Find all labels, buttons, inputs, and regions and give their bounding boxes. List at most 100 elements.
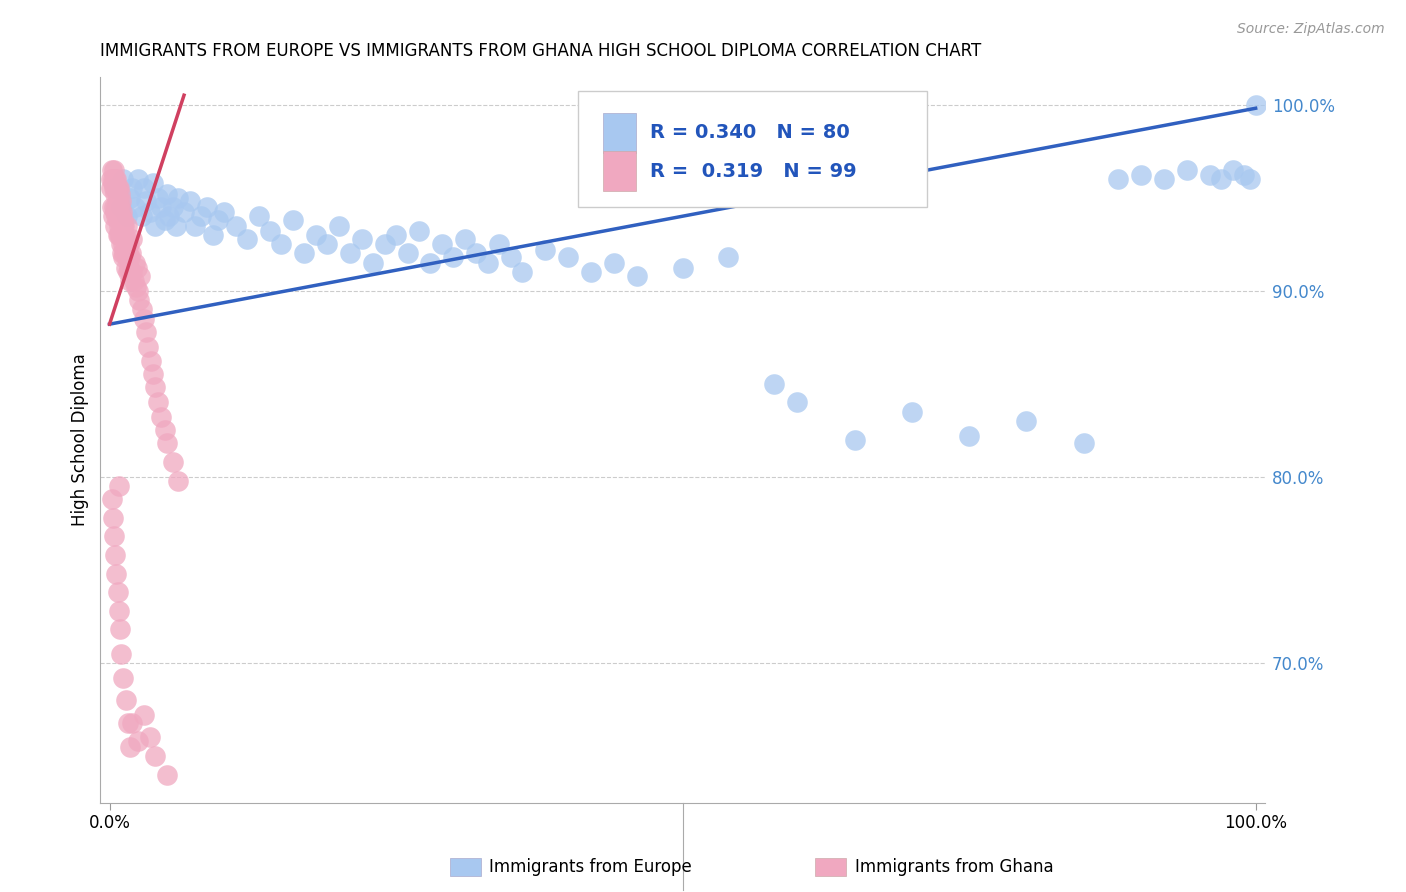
Point bbox=[190, 209, 212, 223]
Point bbox=[104, 219, 127, 233]
Point bbox=[110, 209, 132, 223]
Point bbox=[135, 325, 157, 339]
Point bbox=[112, 227, 135, 242]
Point bbox=[207, 213, 229, 227]
Point bbox=[110, 200, 132, 214]
Point bbox=[1073, 436, 1095, 450]
Point bbox=[361, 256, 384, 270]
Point bbox=[157, 209, 180, 223]
Point bbox=[957, 429, 980, 443]
Point bbox=[114, 243, 136, 257]
Point bbox=[488, 237, 510, 252]
Point bbox=[534, 243, 557, 257]
Point bbox=[115, 219, 138, 233]
Point bbox=[110, 647, 132, 661]
Point bbox=[138, 339, 160, 353]
Point bbox=[101, 492, 124, 507]
Text: Source: ZipAtlas.com: Source: ZipAtlas.com bbox=[1237, 22, 1385, 37]
Point bbox=[121, 181, 143, 195]
Point bbox=[100, 172, 122, 186]
Point bbox=[120, 250, 142, 264]
Point bbox=[201, 227, 224, 242]
Point bbox=[104, 172, 127, 186]
Point bbox=[179, 194, 201, 209]
Point bbox=[844, 433, 866, 447]
Bar bbox=[603, 113, 636, 153]
Point bbox=[111, 246, 134, 260]
Point bbox=[121, 715, 143, 730]
Point bbox=[328, 219, 350, 233]
Point bbox=[121, 231, 143, 245]
Point bbox=[1175, 162, 1198, 177]
Point bbox=[105, 209, 128, 223]
Point bbox=[118, 237, 141, 252]
Point bbox=[101, 172, 124, 186]
Point bbox=[124, 256, 146, 270]
Point bbox=[128, 293, 150, 307]
Point bbox=[671, 261, 693, 276]
Point bbox=[112, 246, 135, 260]
Point bbox=[110, 237, 132, 252]
Point bbox=[131, 209, 153, 223]
Point bbox=[165, 219, 187, 233]
Point bbox=[132, 181, 155, 195]
Point bbox=[145, 749, 167, 764]
Point bbox=[132, 708, 155, 723]
Point bbox=[107, 181, 129, 195]
Point bbox=[786, 395, 808, 409]
Point bbox=[107, 227, 129, 242]
Point bbox=[104, 181, 127, 195]
Point bbox=[717, 250, 740, 264]
Point bbox=[114, 693, 136, 707]
Point bbox=[626, 268, 648, 283]
Point bbox=[477, 256, 499, 270]
Point bbox=[132, 311, 155, 326]
Point bbox=[430, 237, 453, 252]
Point bbox=[236, 231, 259, 245]
Point bbox=[127, 172, 149, 186]
Point bbox=[1153, 172, 1175, 186]
Point bbox=[1239, 172, 1261, 186]
Point bbox=[107, 227, 129, 242]
Point bbox=[316, 237, 339, 252]
Text: Immigrants from Ghana: Immigrants from Ghana bbox=[855, 858, 1053, 876]
Point bbox=[1244, 97, 1267, 112]
Point bbox=[167, 474, 190, 488]
Point bbox=[142, 368, 165, 382]
Point bbox=[385, 227, 408, 242]
Point bbox=[138, 731, 160, 745]
Point bbox=[1222, 162, 1244, 177]
Point bbox=[138, 205, 160, 219]
Y-axis label: High School Diploma: High School Diploma bbox=[72, 353, 89, 526]
Point bbox=[110, 227, 132, 242]
Text: R =  0.319   N = 99: R = 0.319 N = 99 bbox=[650, 161, 856, 181]
Point bbox=[103, 162, 125, 177]
Point bbox=[120, 274, 142, 288]
Point bbox=[101, 510, 124, 524]
Point bbox=[156, 436, 179, 450]
Point bbox=[153, 213, 176, 227]
Point bbox=[1198, 168, 1220, 182]
Point bbox=[101, 162, 124, 177]
Point bbox=[117, 246, 139, 260]
Point bbox=[103, 200, 125, 214]
Point bbox=[305, 227, 328, 242]
Point bbox=[396, 246, 419, 260]
Point bbox=[131, 302, 153, 317]
Point bbox=[107, 200, 129, 214]
Point bbox=[1233, 168, 1256, 182]
Point bbox=[111, 205, 134, 219]
Point bbox=[101, 200, 124, 214]
Point bbox=[603, 256, 626, 270]
Point bbox=[108, 209, 131, 223]
Text: R = 0.340   N = 80: R = 0.340 N = 80 bbox=[650, 123, 849, 143]
Point bbox=[117, 715, 139, 730]
Point bbox=[139, 354, 162, 368]
Point bbox=[124, 200, 146, 214]
Point bbox=[115, 250, 138, 264]
Point bbox=[104, 186, 127, 201]
Point bbox=[112, 213, 135, 227]
Point bbox=[108, 623, 131, 637]
Point bbox=[145, 380, 167, 394]
Point bbox=[156, 767, 179, 781]
